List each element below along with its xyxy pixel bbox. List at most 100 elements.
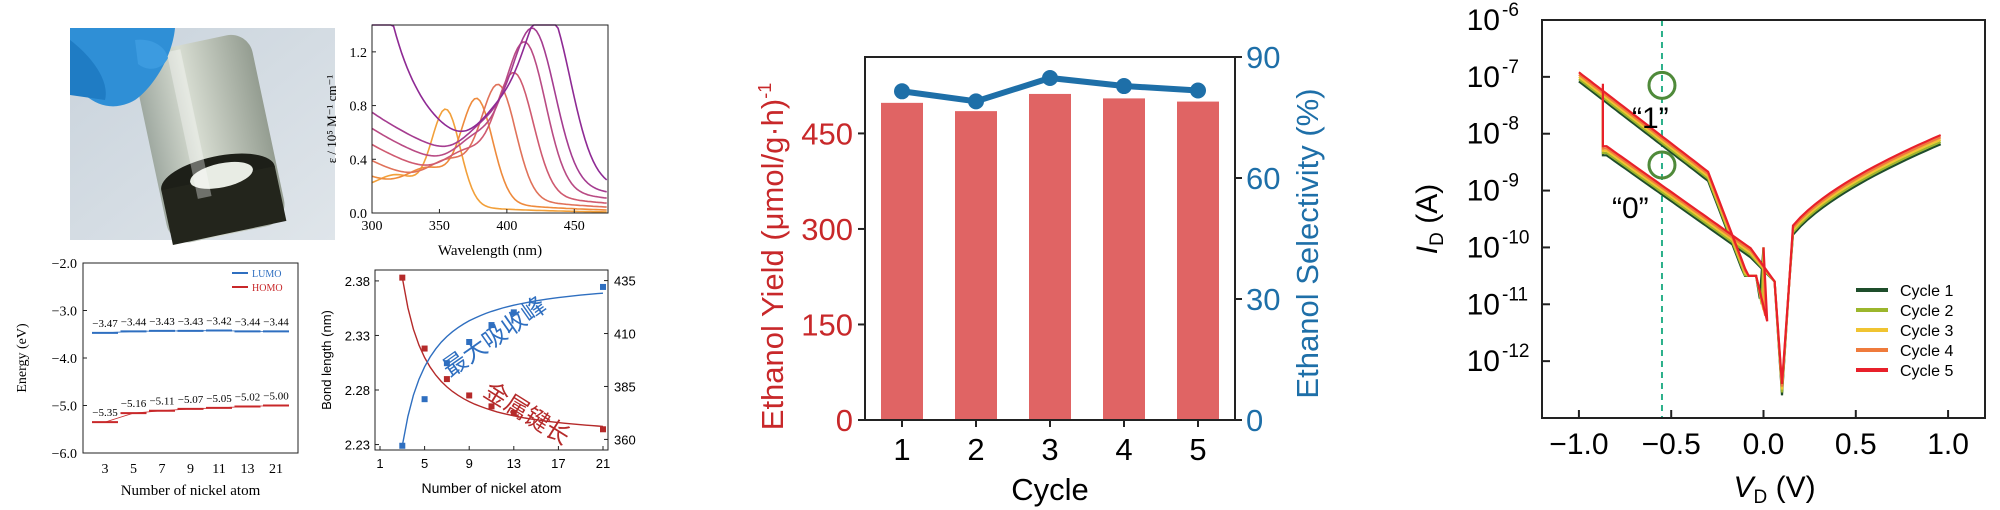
iv-curve-branch-cycle-3 [1601, 88, 1942, 390]
y-tick-label: 10 [1467, 4, 1500, 37]
bar [1103, 98, 1145, 420]
data-point [421, 345, 428, 352]
x-axis-label: Wavelength (nm) [438, 243, 542, 259]
y-tick-label: −4.0 [52, 352, 77, 367]
plot-frame [374, 269, 609, 451]
data-point [510, 409, 517, 416]
y-axis-symbol: I [1411, 246, 1444, 254]
data-point [600, 426, 606, 433]
y2-tick-label: 435 [614, 274, 636, 289]
x-tick-label: 5 [1189, 432, 1206, 467]
spectrum-Ni3 [371, 108, 607, 213]
x-tick-label: 4 [1115, 432, 1132, 467]
y-tick-label: 2.33 [345, 328, 370, 343]
lumo-value-label: −3.44 [121, 316, 147, 328]
y-tick-exponent: -7 [1502, 57, 1519, 78]
x-tick-label: 400 [496, 219, 517, 234]
y2-tick-label: 90 [1246, 40, 1280, 75]
selectivity-point [1042, 69, 1058, 86]
y-tick-exponent: -12 [1502, 341, 1529, 362]
x-tick-label: 1 [376, 456, 383, 471]
y2-tick-label: 360 [614, 432, 636, 447]
annotation-absorption-peak: 最大吸收峰 [438, 292, 552, 383]
y-tick-label: 10 [1467, 231, 1500, 264]
legend-label: Cycle 2 [1900, 303, 1953, 320]
ethanol-chart: 0 150 300 450 0 30 60 90 1 2 3 4 5 Cycle Ethanol Yield… [755, 40, 1325, 507]
state-label-1: “1” [1632, 102, 1669, 135]
x-tick-label: 13 [241, 462, 255, 477]
bar [1029, 93, 1071, 421]
data-point [488, 403, 495, 410]
selectivity-point [894, 83, 910, 100]
spectrum-Ni9 [371, 72, 607, 204]
x-axis-label: Number of nickel atom [421, 480, 561, 496]
x-tick-label: 2 [967, 432, 984, 467]
x-tick-label: 3 [1041, 432, 1058, 467]
y-tick-label: 10 [1467, 288, 1500, 321]
data-point [421, 396, 428, 403]
selectivity-point [1116, 78, 1132, 95]
y-tick-label: −5.0 [52, 400, 77, 415]
homo-value-label: −5.02 [235, 391, 260, 403]
bar [1177, 101, 1219, 420]
y-tick-label: 2.23 [345, 438, 370, 453]
homo-value-label: −5.35 [92, 407, 118, 419]
iv-curve-branch-cycle-5 [1601, 83, 1942, 384]
y-axis-label: ID (A) [1411, 184, 1448, 254]
lumo-value-label: −3.43 [178, 316, 204, 328]
legend-label: Cycle 5 [1900, 363, 1953, 380]
y-axis-label: Energy (eV) [15, 323, 30, 393]
y2-tick-label: 410 [614, 327, 636, 342]
y-tick-label: −2.0 [52, 257, 77, 272]
homo-trend [104, 405, 277, 423]
x-tick-label: 350 [429, 219, 450, 234]
y-tick-exponent: -9 [1502, 171, 1519, 192]
legend-label: Cycle 1 [1900, 283, 1953, 300]
legend-label: Cycle 4 [1900, 343, 1953, 360]
x-tick-label: −1.0 [1549, 428, 1608, 461]
x-tick-label: 450 [564, 219, 585, 234]
y-tick-label: −3.0 [52, 305, 77, 320]
data-point [443, 360, 450, 367]
energy-level-chart: −6.0−5.0−4.0−3.0−2.03 5 7 9 11 13 21−3.47 −3.44… [15, 257, 299, 499]
absorption-chart: 300 350 400 450 0.0 0.4 0.8 1.2 Wavelength (nm) ε… [324, 24, 609, 259]
y-tick-label: 10 [1467, 345, 1500, 378]
y-axis-label: Bond length (nm) [319, 310, 334, 410]
x-tick-label: 21 [269, 462, 283, 477]
x-axis-subscript: D [1754, 487, 1768, 508]
x-tick-label: 0.5 [1835, 428, 1877, 461]
x-tick-label: 9 [187, 462, 194, 477]
y-tick-label: −6.0 [52, 447, 77, 462]
data-point [466, 339, 473, 345]
annotation-bond-length: 金属键长 [479, 377, 575, 451]
y-tick-label: 300 [801, 212, 853, 247]
data-point [510, 309, 517, 316]
y-tick-label: 0.4 [350, 153, 368, 168]
x-tick-label: 1.0 [1927, 428, 1969, 461]
legend-label: LUMO [252, 269, 281, 280]
homo-value-label: −5.16 [121, 398, 147, 410]
x-axis-unit: (V) [1767, 471, 1815, 504]
x-tick-label: 5 [421, 456, 428, 471]
y-axis-label: ε / 10⁵ M⁻¹ cm⁻¹ [324, 75, 339, 164]
legend-label: Cycle 3 [1900, 323, 1953, 340]
x-tick-label: 17 [551, 456, 565, 471]
data-point [399, 442, 406, 449]
lumo-value-label: −3.44 [263, 316, 289, 328]
x-tick-label: 1 [893, 432, 910, 467]
x-axis-symbol: V [1734, 471, 1757, 504]
legend-label: HOMO [252, 283, 283, 294]
y-axis-label-exponent: -1 [755, 83, 775, 99]
state-label-0: “0” [1612, 192, 1649, 225]
y2-tick-label: 385 [614, 379, 636, 394]
x-tick-label: 21 [596, 456, 610, 471]
x-tick-label: 3 [102, 462, 109, 477]
lumo-value-label: −3.47 [92, 318, 118, 330]
iv-curve-cycle-1 [1578, 80, 1765, 299]
y-tick-label: 0.0 [350, 207, 368, 222]
bar [881, 102, 923, 420]
data-point [466, 392, 473, 399]
iv-curve-branch-cycle-1 [1601, 92, 1942, 396]
